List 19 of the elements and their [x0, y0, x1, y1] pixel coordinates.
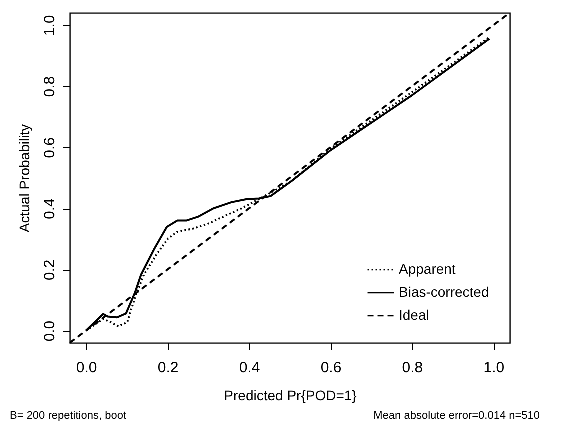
x-tick-label: 0.6 — [320, 360, 342, 376]
text: B= 200 repetitions, boot — [10, 410, 126, 422]
x-tick-label: 0.0 — [76, 360, 98, 376]
y-axis-title: Actual Probability — [16, 124, 32, 233]
y-tick-label: 0.2 — [42, 260, 58, 281]
y-tick-label: 1.0 — [42, 15, 58, 36]
legend-label: Bias-corrected — [399, 284, 490, 300]
x-tick-label: 0.8 — [402, 360, 424, 376]
x-tick-label: 0.4 — [239, 360, 260, 376]
y-tick-label: 0.6 — [42, 138, 58, 158]
y-tick-label: 0.4 — [42, 198, 58, 220]
x-axis-title: Predicted Pr{POD=1} — [224, 388, 358, 404]
legend-label: Apparent — [399, 261, 456, 277]
legend-label: Ideal — [399, 307, 430, 323]
y-tick-label: 0.0 — [42, 320, 58, 342]
y-tick-label: 0.8 — [42, 76, 58, 98]
x-tick-label: 0.2 — [158, 360, 179, 376]
x-tick-label: 1.0 — [484, 360, 505, 376]
text: Mean absolute error=0.014 n=510 — [374, 410, 540, 422]
